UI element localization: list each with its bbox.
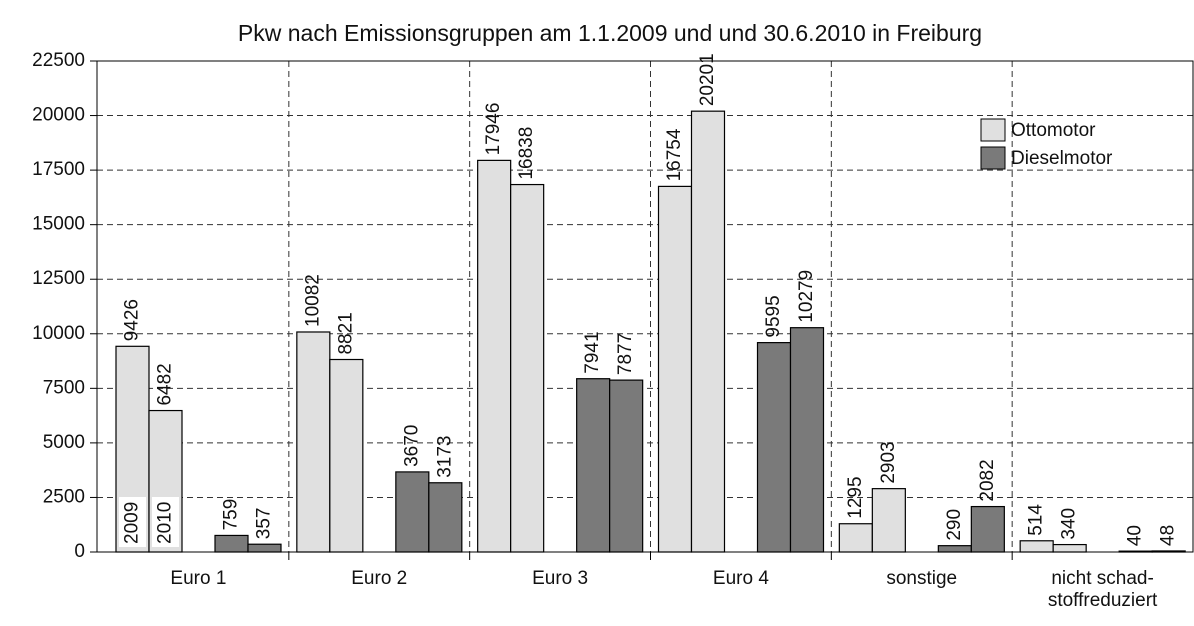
value-label: 1295	[845, 476, 866, 518]
year-label-bg	[119, 497, 146, 547]
bar	[690, 110, 726, 553]
y-tick-label: 20000	[32, 105, 85, 126]
value-label: 3173	[434, 435, 455, 477]
bar	[871, 488, 906, 553]
legend-label: Dieselmotor	[1011, 148, 1113, 169]
value-label: 340	[1059, 508, 1080, 540]
legend-swatch	[980, 146, 1006, 170]
value-label: 759	[221, 499, 242, 531]
bar	[657, 185, 693, 553]
y-tick-label: 12500	[32, 268, 85, 289]
bar	[1052, 543, 1087, 553]
bar	[1118, 550, 1153, 553]
plot-frame	[96, 60, 1194, 553]
bar	[214, 534, 249, 553]
bar	[247, 543, 282, 553]
y-tick-label: 5000	[43, 432, 85, 453]
x-tick-line: nicht schad-	[1051, 568, 1153, 589]
bar	[937, 545, 972, 553]
y-tick-label: 17500	[32, 159, 85, 180]
x-tick-line: stoffreduziert	[1048, 590, 1158, 611]
value-label: 2903	[878, 441, 899, 483]
value-label: 2082	[977, 459, 998, 501]
bar	[576, 378, 611, 553]
legend-label: Ottomotor	[1011, 120, 1096, 141]
year-label-bg	[152, 497, 179, 547]
chart-title: Pkw nach Emissionsgruppen am 1.1.2009 un…	[238, 20, 982, 46]
value-label: 357	[254, 508, 275, 540]
y-tick-label: 10000	[32, 323, 85, 344]
bar	[296, 331, 331, 553]
legend-swatch	[980, 118, 1006, 142]
bar	[477, 159, 512, 553]
x-tick-label: Euro 2	[351, 568, 407, 589]
value-label: 7877	[615, 333, 636, 375]
value-label: 17946	[483, 103, 504, 156]
year-label: 2010	[155, 502, 176, 544]
value-label: 10082	[302, 274, 323, 327]
bar	[756, 342, 792, 553]
y-tick-label: 22500	[32, 50, 85, 71]
bar	[329, 358, 364, 553]
y-tick-label: 2500	[43, 486, 85, 507]
value-label: 7941	[582, 331, 603, 373]
bar	[1151, 550, 1186, 553]
bar	[970, 505, 1005, 553]
x-tick-label: sonstige	[886, 568, 957, 589]
value-label: 20201	[697, 53, 718, 106]
bar	[789, 327, 825, 553]
value-label: 6482	[155, 363, 176, 405]
x-tick-label: Euro 1	[170, 568, 226, 589]
bar	[428, 482, 463, 553]
value-label: 3670	[401, 425, 422, 467]
x-tick-label: Euro 3	[532, 568, 588, 589]
y-tick-label: 0	[74, 541, 85, 562]
bar	[609, 379, 644, 553]
bar	[1019, 540, 1054, 553]
bar	[510, 183, 545, 553]
value-label: 9595	[763, 295, 784, 337]
value-label: 40	[1125, 525, 1146, 546]
value-label: 290	[944, 509, 965, 541]
bar	[395, 471, 430, 553]
value-label: 16754	[664, 128, 685, 181]
bar	[838, 523, 873, 553]
y-tick-label: 7500	[43, 377, 85, 398]
x-tick-label: nicht schad-stoffreduziert	[1048, 568, 1158, 611]
value-label: 48	[1158, 525, 1179, 546]
value-label: 10279	[796, 270, 817, 323]
value-label: 8821	[335, 312, 356, 354]
x-tick-label: Euro 4	[713, 568, 769, 589]
value-label: 9426	[122, 299, 143, 341]
value-label: 514	[1026, 504, 1047, 536]
y-tick-label: 15000	[32, 214, 85, 235]
value-label: 16838	[516, 127, 537, 180]
year-label: 2009	[122, 502, 143, 544]
